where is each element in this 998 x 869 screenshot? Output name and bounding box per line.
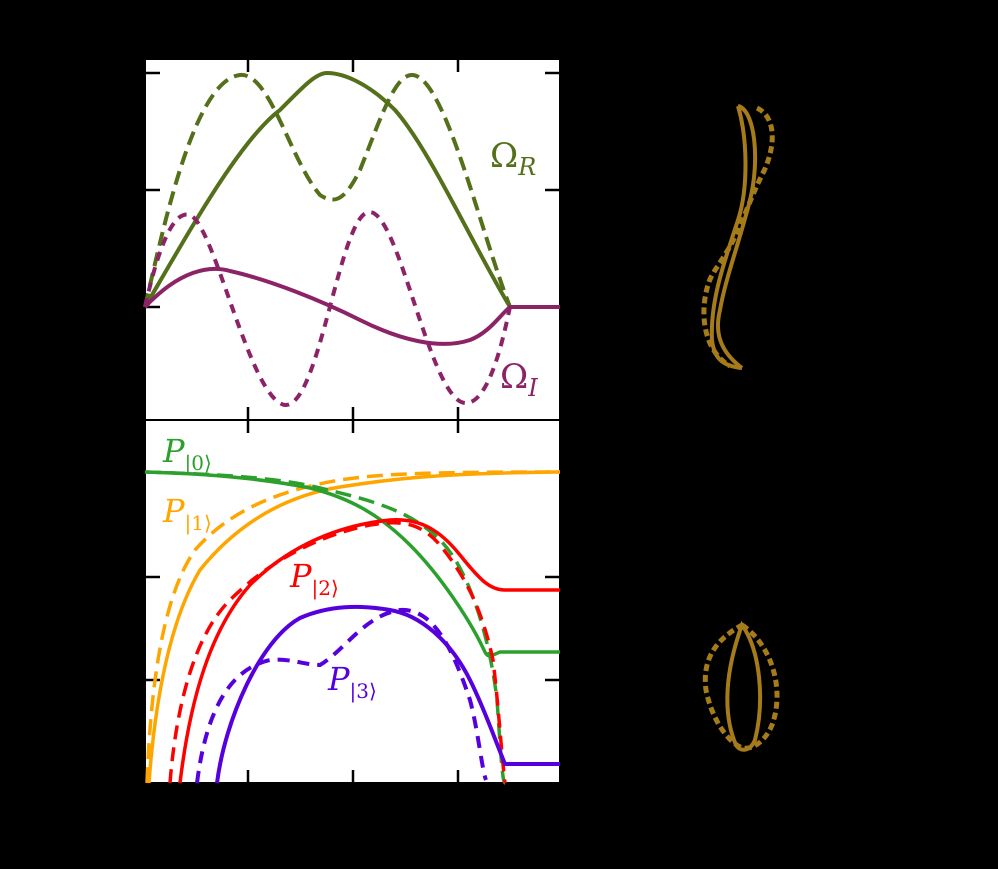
- omega-r-solid-curve: [143, 70, 512, 309]
- trajectory-bottom: [702, 620, 780, 752]
- bottom-panel-frame: [144, 419, 561, 784]
- p3-label: P|3⟩: [327, 660, 377, 704]
- omega-r-label: ΩR: [490, 136, 536, 181]
- omega-i-solid-curve: [143, 266, 560, 346]
- p2-dashed-curve: [168, 521, 507, 784]
- p1-solid-curve: [147, 470, 561, 784]
- omega-r-dashed-curve: [143, 73, 512, 308]
- p0-solid-curve: [144, 470, 560, 658]
- p3-dashed-curve: [195, 607, 488, 784]
- p0-label: P|0⟩: [162, 432, 212, 476]
- p1-dashed-curve: [145, 470, 561, 784]
- p3-solid-curve: [215, 604, 560, 784]
- top-panel-frame: [144, 58, 561, 421]
- bottom-panel-ticks: [145, 420, 560, 783]
- bottom-panel: P|0⟩ P|1⟩ P|2⟩ P|3⟩: [144, 419, 561, 785]
- p2-solid-curve: [178, 518, 560, 784]
- p2-label: P|2⟩: [289, 557, 339, 601]
- p0-dashed-curve: [144, 470, 507, 785]
- trajectory-bottom-dashed: [702, 622, 780, 751]
- top-panel: ΩR ΩI: [143, 58, 561, 421]
- omega-i-label: ΩI: [500, 357, 538, 402]
- p1-label: P|1⟩: [162, 492, 212, 536]
- trajectory-top: [701, 104, 775, 370]
- trajectory-top-dashed: [701, 105, 775, 369]
